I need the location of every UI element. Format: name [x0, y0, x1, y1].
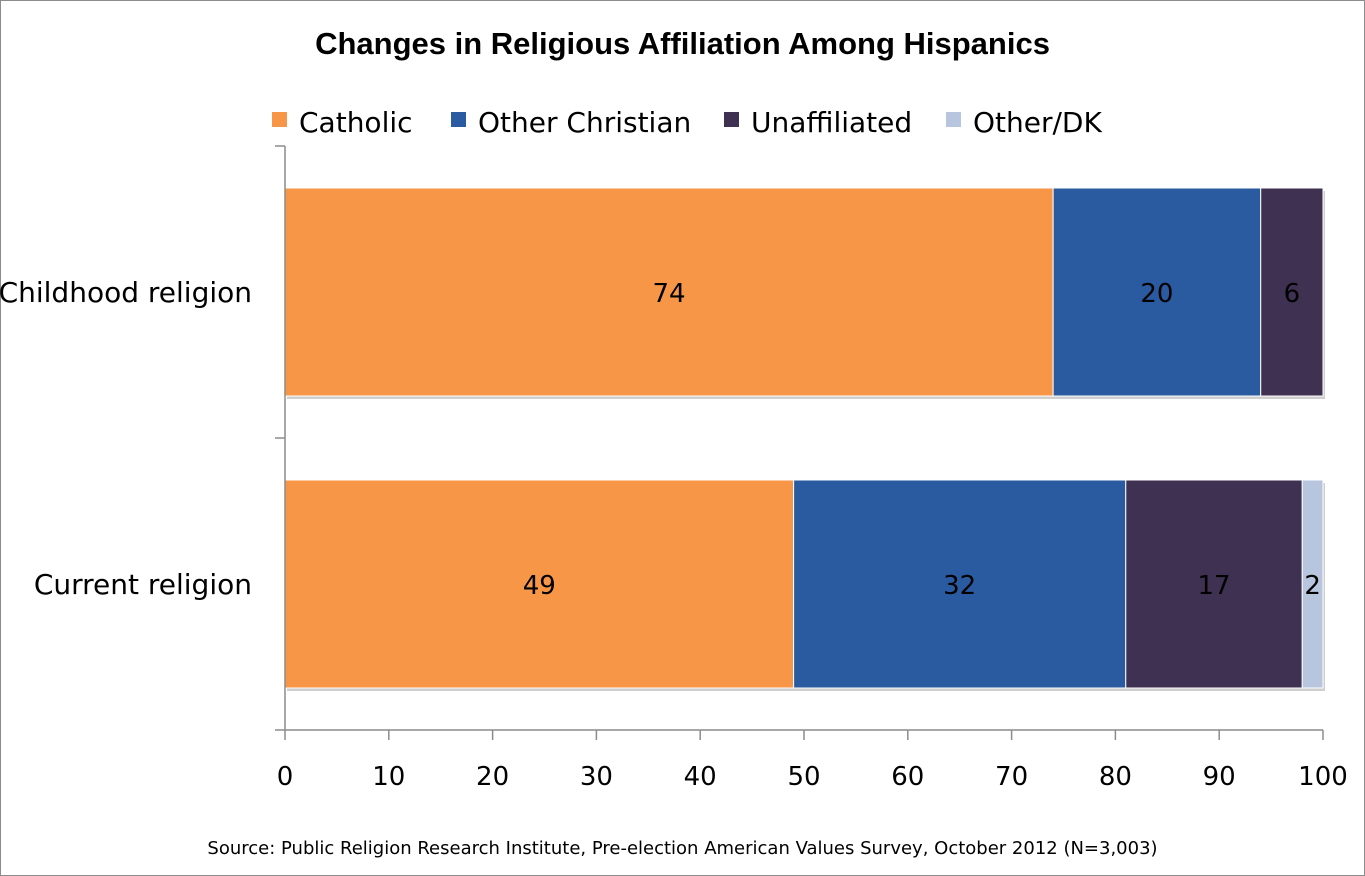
- bar-segment-0-0: [284, 187, 1054, 397]
- data-label-1-1: 32: [943, 571, 976, 601]
- axes: 0 10 20 30 40 50 60 70 80 90 100: [275, 145, 1348, 792]
- x-tick-label-0: 0: [277, 762, 294, 792]
- legend: Catholic Other Christian Unaffiliated Other…: [272, 106, 1102, 139]
- data-label-1-2: 17: [1197, 571, 1230, 601]
- data-label-1-0: 49: [523, 571, 556, 601]
- legend-swatch-2: [724, 112, 739, 127]
- legend-swatch-1: [451, 112, 466, 127]
- legend-label-1: Other Christian: [478, 106, 691, 139]
- bar-segment-1-1: [793, 479, 1127, 689]
- x-tick-label-1: 10: [372, 762, 405, 792]
- source-note: Source: Public Religion Research Institu…: [207, 838, 1158, 859]
- data-label-0-1: 20: [1140, 279, 1173, 309]
- category-label-0: Childhood religion: [0, 276, 252, 309]
- bar-segment-0-2: [1260, 187, 1324, 397]
- x-tick-label-7: 70: [995, 762, 1028, 792]
- bar-segment-1-0: [284, 479, 795, 689]
- data-label-0-0: 74: [653, 279, 686, 309]
- data-label-1-3: 2: [1304, 571, 1321, 601]
- legend-label-2: Unaffiliated: [751, 106, 912, 139]
- x-tick-label-3: 30: [580, 762, 613, 792]
- chart-title: Changes in Religious Affiliation Among H…: [315, 26, 1050, 61]
- x-tick-label-5: 50: [787, 762, 820, 792]
- x-tick-label-6: 60: [891, 762, 924, 792]
- bar-segment-1-3: [1301, 479, 1324, 689]
- bar-segment-0-1: [1052, 187, 1262, 397]
- legend-swatch-0: [272, 112, 287, 127]
- legend-label-0: Catholic: [299, 106, 413, 139]
- x-tick-label-9: 90: [1203, 762, 1236, 792]
- category-label-1: Current religion: [34, 568, 252, 601]
- category-labels: Childhood religion Current religion: [0, 276, 252, 601]
- bar-segment-1-2: [1125, 479, 1303, 689]
- data-label-0-2: 6: [1284, 279, 1301, 309]
- x-tick-label-4: 40: [684, 762, 717, 792]
- legend-swatch-3: [946, 112, 961, 127]
- x-tick-label-2: 20: [476, 762, 509, 792]
- x-tick-label-10: 100: [1298, 762, 1348, 792]
- bars: 74 20 6 49 32 17 2: [284, 187, 1325, 691]
- x-tick-label-8: 80: [1099, 762, 1132, 792]
- legend-label-3: Other/DK: [973, 106, 1102, 139]
